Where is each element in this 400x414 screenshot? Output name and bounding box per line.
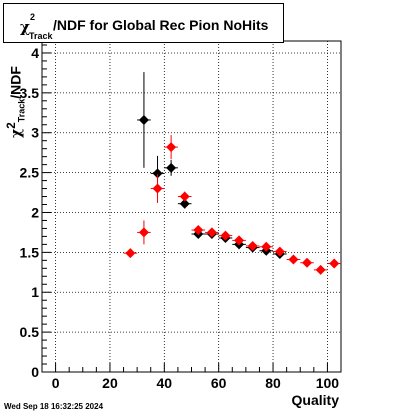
data-point (193, 225, 204, 236)
title-chi-symbol: χ (20, 18, 30, 36)
x-tick-label: 40 (157, 375, 173, 391)
y-tick-label: 4 (31, 45, 39, 61)
y-tick-label: 3.5 (20, 85, 40, 101)
data-point (206, 227, 217, 238)
y-tick-label: 0.5 (20, 324, 40, 340)
y-tick-label: 3 (31, 125, 39, 141)
data-point (179, 191, 190, 202)
y-axis-label-rest: /NDF (7, 66, 24, 99)
x-tick-label: 80 (265, 375, 281, 391)
data-point (166, 162, 177, 173)
data-point (247, 240, 258, 251)
data-point (288, 254, 299, 265)
x-tick-label: 100 (316, 375, 340, 391)
y-axis-chi-symbol: χ (8, 128, 25, 138)
x-tick-label: 60 (211, 375, 227, 391)
data-point (261, 241, 272, 252)
plot-frame (41, 40, 342, 373)
y-tick-label: 1 (31, 284, 39, 300)
title-superscript: 2 (30, 12, 36, 22)
data-point (152, 168, 163, 179)
title-subscript: Track (29, 31, 53, 41)
x-tick-label: 0 (52, 375, 60, 391)
y-tick-label: 1.5 (20, 244, 40, 260)
y-axis-label: χ2Track/NDF (5, 66, 26, 138)
chart-title: /NDF for Global Rec Pion NoHits (53, 17, 269, 33)
data-point (315, 264, 326, 275)
x-tick-label: 20 (102, 375, 118, 391)
x-axis-label: Quality (291, 392, 339, 408)
y-axis-superscript: 2 (5, 122, 18, 129)
data-point (152, 183, 163, 194)
y-tick-label: 2 (31, 204, 39, 220)
y-tick-label: 0 (31, 364, 39, 380)
y-tick-label: 2.5 (20, 165, 40, 181)
y-axis-subscript: Track (16, 98, 27, 123)
data-point (220, 230, 231, 241)
title-box: χ 2 Track /NDF for Global Rec Pion NoHit… (3, 3, 284, 43)
data-point (234, 235, 245, 246)
data-point (138, 114, 149, 125)
data-point (274, 246, 285, 257)
data-point (329, 258, 340, 269)
data-point (302, 257, 313, 268)
timestamp: Wed Sep 18 16:32:25 2024 (4, 402, 104, 411)
data-point (166, 142, 177, 153)
data-point (138, 227, 149, 238)
data-point (179, 198, 190, 209)
data-point (125, 248, 136, 259)
